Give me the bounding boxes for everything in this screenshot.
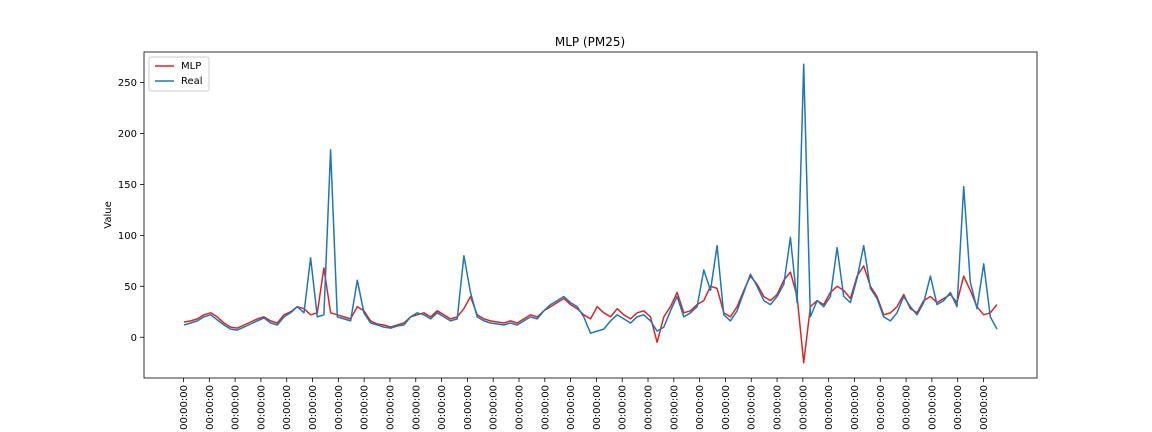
x-tick-label: 00:00:00 — [334, 385, 345, 430]
x-tick-label: 00:00:00 — [721, 385, 732, 430]
y-tick-label: 0 — [131, 333, 137, 344]
x-tick-label: 00:00:00 — [927, 385, 938, 430]
x-tick-label: 00:00:00 — [747, 385, 758, 430]
series-layer — [183, 63, 998, 364]
x-tick-label: 00:00:00 — [179, 385, 190, 430]
series-line-real — [183, 63, 998, 334]
x-tick-label: 00:00:00 — [256, 385, 267, 430]
x-tick-label: 00:00:00 — [360, 385, 371, 430]
x-tick-label: 00:00:00 — [618, 385, 629, 430]
x-tick-label: 00:00:00 — [514, 385, 525, 430]
x-tick-label: 00:00:00 — [773, 385, 784, 430]
x-tick-label: 00:00:00 — [205, 385, 216, 430]
x-tick-label: 00:00:00 — [902, 385, 913, 430]
plot-area — [143, 51, 1038, 379]
x-tick-label: 00:00:00 — [566, 385, 577, 430]
x-tick-label: 00:00:00 — [385, 385, 396, 430]
x-tick-label: 00:00:00 — [979, 385, 990, 430]
legend-mlp-label: MLP — [181, 61, 201, 72]
series-line-mlp — [183, 265, 998, 364]
x-tick-label: 00:00:00 — [437, 385, 448, 430]
x-tick-label: 00:00:00 — [592, 385, 603, 430]
x-tick-label: 00:00:00 — [463, 385, 474, 430]
x-tick-label: 00:00:00 — [231, 385, 242, 430]
x-tick-label: 00:00:00 — [798, 385, 809, 430]
y-tick-label: 100 — [118, 231, 137, 242]
x-tick-label: 00:00:00 — [850, 385, 861, 430]
y-tick-label: 250 — [118, 78, 137, 89]
x-axis: 00:00:00 00:00:00 00:00:00 00:00:00 00:00:00… — [179, 378, 990, 430]
legend-real-label: Real — [181, 76, 203, 87]
x-tick-label: 00:00:00 — [644, 385, 655, 430]
y-axis: 0 50 100 150 200 250 — [118, 78, 144, 344]
x-tick-label: 00:00:00 — [953, 385, 964, 430]
legend: MLP Real — [148, 56, 210, 92]
y-tick-label: 200 — [118, 129, 137, 140]
x-tick-label: 00:00:00 — [282, 385, 293, 430]
chart-title: MLP (PM25) — [555, 35, 625, 49]
y-tick-label: 50 — [124, 282, 137, 293]
x-tick-label: 00:00:00 — [695, 385, 706, 430]
y-tick-label: 150 — [118, 180, 137, 191]
x-tick-label: 00:00:00 — [411, 385, 422, 430]
x-tick-label: 00:00:00 — [824, 385, 835, 430]
x-tick-label: 00:00:00 — [669, 385, 680, 430]
y-axis-label: Value — [103, 201, 114, 228]
x-tick-label: 00:00:00 — [876, 385, 887, 430]
x-tick-label: 00:00:00 — [308, 385, 319, 430]
x-tick-label: 00:00:00 — [489, 385, 500, 430]
x-tick-label: 00:00:00 — [540, 385, 551, 430]
